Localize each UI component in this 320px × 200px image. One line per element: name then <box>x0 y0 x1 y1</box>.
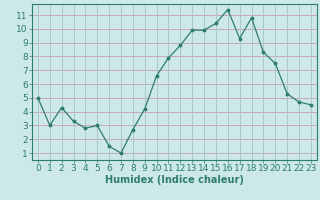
X-axis label: Humidex (Indice chaleur): Humidex (Indice chaleur) <box>105 175 244 185</box>
